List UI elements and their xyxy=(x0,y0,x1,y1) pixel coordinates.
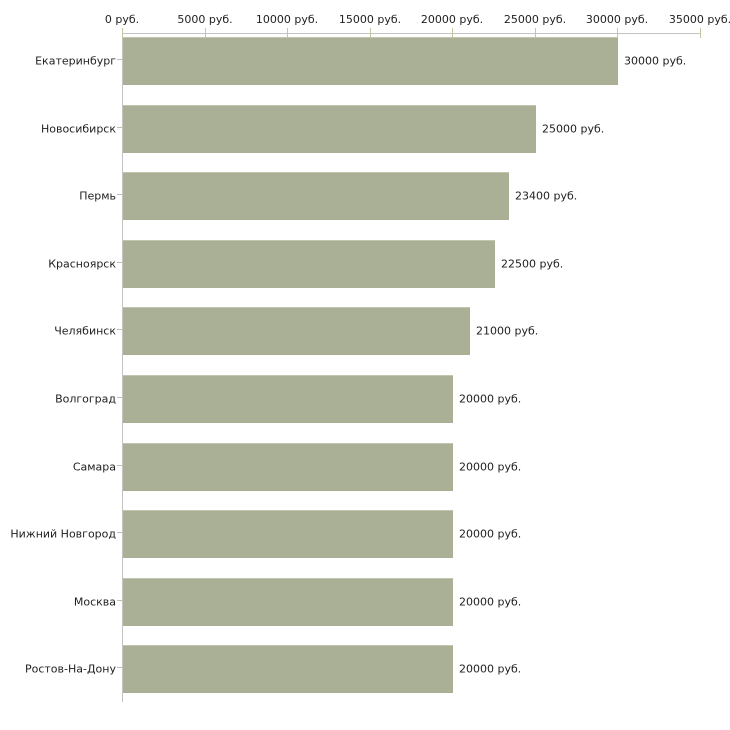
value-label: 22500 руб. xyxy=(501,257,564,271)
value-label: 23400 руб. xyxy=(515,189,578,203)
category-label: Ростов-На-Дону xyxy=(24,662,116,676)
bar xyxy=(123,172,509,220)
x-axis-tick-label: 20000 руб. xyxy=(420,13,484,26)
x-axis-tick-label: 10000 руб. xyxy=(255,13,319,26)
x-axis-tick-label: 15000 руб. xyxy=(338,13,402,26)
bar xyxy=(123,240,495,288)
bar xyxy=(123,105,536,153)
category-label: Челябинск xyxy=(54,324,116,338)
bar xyxy=(123,645,453,693)
category-label: Волгоград xyxy=(55,392,116,406)
x-axis-tick-mark xyxy=(700,28,701,38)
x-axis-tick-label: 35000 руб. xyxy=(668,13,730,26)
y-axis-tick-mark xyxy=(117,465,122,466)
value-label: 20000 руб. xyxy=(459,460,522,474)
x-axis-tick-mark xyxy=(617,28,618,38)
y-axis-tick-mark xyxy=(117,667,122,668)
x-axis-tick-label: 30000 руб. xyxy=(585,13,649,26)
y-axis-tick-mark xyxy=(117,397,122,398)
x-axis-tick-mark xyxy=(535,28,536,38)
value-label: 20000 руб. xyxy=(459,392,522,406)
x-axis-tick-mark xyxy=(287,28,288,38)
y-axis-tick-mark xyxy=(117,59,122,60)
value-label: 20000 руб. xyxy=(459,527,522,541)
category-label: Нижний Новгород xyxy=(10,527,116,541)
bar xyxy=(123,510,453,558)
bar xyxy=(123,443,453,491)
y-axis-tick-mark xyxy=(117,329,122,330)
x-axis-tick-mark xyxy=(205,28,206,38)
value-label: 20000 руб. xyxy=(459,595,522,609)
bar xyxy=(123,375,453,423)
value-label: 30000 руб. xyxy=(624,54,687,68)
category-label: Самара xyxy=(72,460,116,474)
y-axis-line xyxy=(122,33,123,702)
x-axis-tick-mark xyxy=(452,28,453,38)
value-label: 25000 руб. xyxy=(542,122,605,136)
x-axis-tick-label: 5000 руб. xyxy=(177,13,233,26)
y-axis-tick-mark xyxy=(117,600,122,601)
y-axis-tick-mark xyxy=(117,127,122,128)
category-label: Пермь xyxy=(79,189,116,203)
bar xyxy=(123,37,618,85)
category-label: Новосибирск xyxy=(40,122,116,136)
y-axis-tick-mark xyxy=(117,262,122,263)
y-axis-tick-mark xyxy=(117,532,122,533)
bar xyxy=(123,578,453,626)
category-label: Москва xyxy=(73,595,116,609)
x-axis-line xyxy=(122,33,701,34)
x-axis-tick-mark xyxy=(370,28,371,38)
category-label: Красноярск xyxy=(48,257,116,271)
x-axis-tick-label: 25000 руб. xyxy=(503,13,567,26)
category-label: Екатеринбург xyxy=(35,54,116,68)
x-axis-tick-mark xyxy=(122,28,123,38)
bar xyxy=(123,307,470,355)
value-label: 20000 руб. xyxy=(459,662,522,676)
x-axis-tick-label: 0 руб. xyxy=(104,13,140,26)
y-axis-tick-mark xyxy=(117,194,122,195)
value-label: 21000 руб. xyxy=(476,324,539,338)
